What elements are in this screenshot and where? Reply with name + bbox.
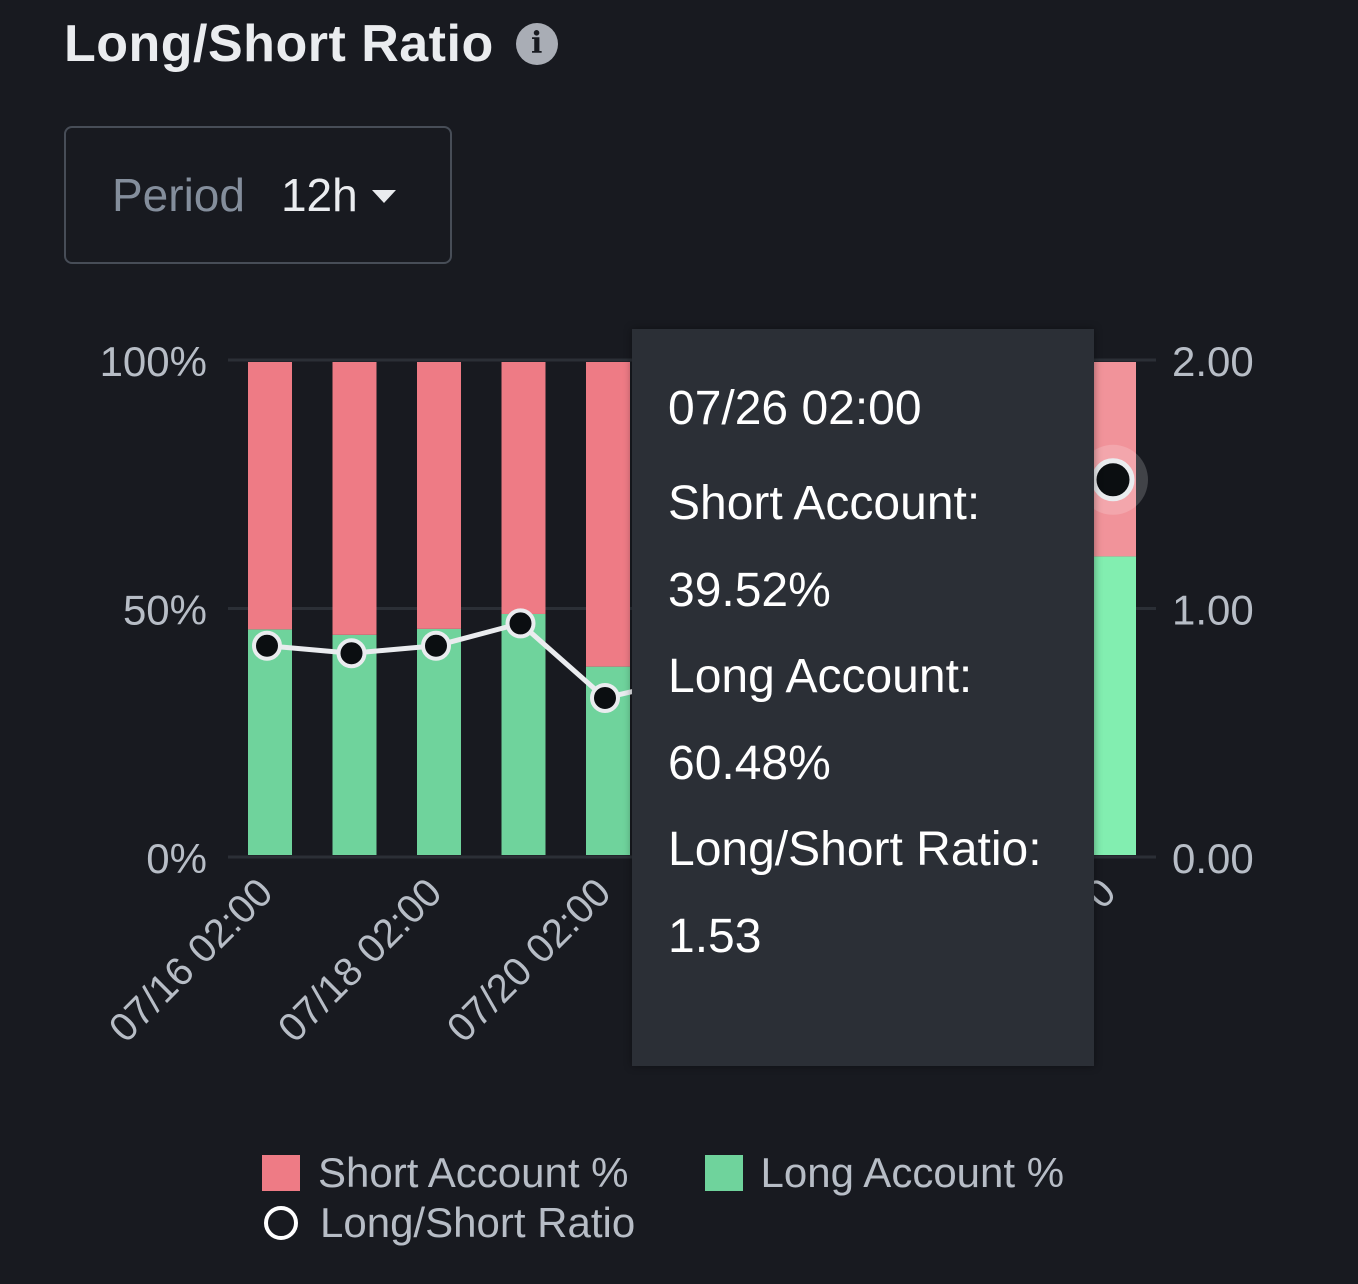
tooltip-long-label: Long Account:: [668, 650, 973, 703]
tooltip-date: 07/26 02:00: [668, 382, 922, 435]
y-left-tick-label: 50%: [123, 587, 207, 634]
long-bar: [501, 613, 546, 855]
bars: [248, 362, 1136, 855]
short-bar: [332, 362, 377, 635]
caret-down-icon: [371, 189, 396, 203]
legend-item-ratio[interactable]: Long/Short Ratio: [262, 1199, 635, 1247]
long-bar: [417, 628, 461, 855]
period-value: 12h: [280, 169, 358, 221]
chart-title: Long/Short Ratio: [64, 15, 494, 73]
short-bar: [248, 362, 292, 630]
long-bar: [1093, 556, 1136, 855]
ratio-point-active: [1091, 458, 1135, 502]
tooltip-long-value: 60.48%: [668, 736, 831, 790]
ratio-point: [505, 608, 536, 639]
ratio-ring-icon: [264, 1206, 298, 1240]
period-selector[interactable]: Period 12h: [64, 126, 452, 264]
ratio-point: [336, 638, 367, 669]
title-row: Long/Short Ratio i: [64, 14, 558, 74]
short-swatch: [262, 1155, 300, 1191]
tooltip-short-label: Short Account:: [668, 477, 981, 530]
chart-legend: Short Account % Long Account % Long/Shor…: [262, 1148, 1064, 1248]
y-right-tick-label: 2.00: [1172, 338, 1254, 385]
ratio-point: [421, 630, 451, 661]
short-bar: [586, 362, 630, 667]
legend-item-short[interactable]: Short Account %: [262, 1149, 629, 1197]
ratio-point: [590, 682, 620, 713]
legend-long-label: Long Account %: [760, 1149, 1065, 1196]
ratio-line: [252, 444, 1148, 713]
short-bar: [417, 362, 461, 629]
tooltip-ratio-value: 1.53: [668, 909, 762, 963]
ratio-point: [252, 630, 282, 661]
y-left-tick-label: 100%: [100, 338, 207, 385]
y-right-tick-label: 0.00: [1172, 835, 1254, 882]
period-label: Period: [112, 169, 245, 221]
short-bar: [501, 362, 546, 614]
legend-row: Long/Short Ratio: [262, 1198, 1064, 1248]
tooltip-ratio-label: Long/Short Ratio:: [668, 823, 1042, 876]
x-tick-label: 07/18 02:00: [270, 870, 451, 1051]
legend-ratio-label: Long/Short Ratio: [320, 1199, 636, 1246]
long-bar: [332, 634, 377, 855]
long-bar: [248, 629, 292, 855]
y-right-tick-label: 1.00: [1172, 587, 1254, 634]
legend-short-label: Short Account %: [318, 1149, 629, 1196]
x-tick-label: 07/16 02:00: [101, 870, 282, 1051]
info-icon[interactable]: i: [515, 23, 558, 65]
tooltip-short-value: 39.52%: [668, 563, 831, 617]
x-tick-label: 07/20 02:00: [439, 870, 620, 1051]
legend-item-long[interactable]: Long Account %: [704, 1149, 1065, 1197]
chart-tooltip: 07/26 02:00 Short Account: 39.52% Long A…: [632, 329, 1094, 1066]
long-swatch: [704, 1155, 743, 1191]
legend-row: Short Account % Long Account %: [262, 1148, 1064, 1198]
y-left-tick-label: 0%: [146, 835, 207, 882]
